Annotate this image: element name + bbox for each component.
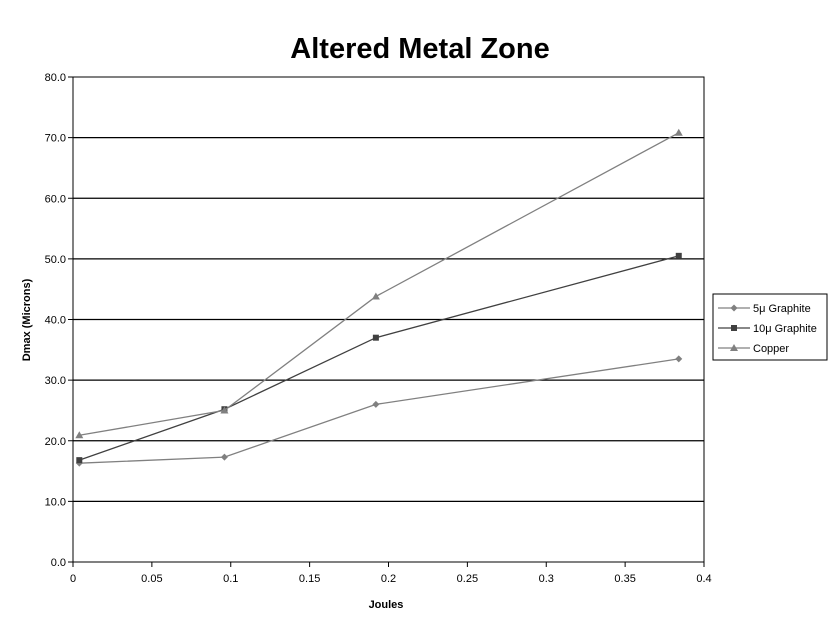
data-point: [75, 431, 84, 439]
legend-item: 10μ Graphite: [718, 323, 817, 335]
y-tick-label: 10.0: [45, 496, 66, 508]
data-point: [372, 334, 379, 341]
legend-marker: [730, 344, 738, 351]
gridlines: [73, 137, 704, 502]
legend-label: Copper: [753, 343, 789, 355]
series-layer: [75, 128, 683, 467]
y-tick-label: 70.0: [45, 133, 66, 145]
x-tick-label: 0.15: [299, 573, 320, 585]
series-0: [75, 355, 683, 467]
x-tick-label: 0.25: [457, 573, 478, 585]
data-point: [220, 453, 228, 461]
x-tick-label: 0.35: [614, 573, 635, 585]
data-point: [371, 292, 380, 300]
legend-item: 5μ Graphite: [718, 303, 811, 315]
y-tick-label: 20.0: [45, 436, 66, 448]
legend: 5μ Graphite 10μ Graphite Copper: [712, 293, 828, 361]
y-tick-label: 60.0: [45, 193, 66, 205]
y-tick-label: 0.0: [51, 557, 66, 569]
series-line: [79, 255, 679, 461]
series-line: [79, 358, 679, 464]
legend-marker: [730, 304, 738, 312]
axis-ticks: 0.0 10.0 20.0 30.0 40.0 50.0 60.0 70.0 80.0 0 0.05…: [45, 72, 712, 585]
data-point: [674, 128, 683, 136]
x-tick-label: 0.3: [539, 573, 554, 585]
y-tick-label: 30.0: [45, 375, 66, 387]
y-axis-title: Dmax (Microns): [21, 278, 33, 361]
legend-marker: [731, 325, 737, 331]
series-2: [75, 128, 683, 439]
chart-title: Altered Metal Zone: [290, 33, 549, 65]
data-point: [372, 400, 380, 408]
data-point: [220, 406, 229, 414]
legend-label: 5μ Graphite: [753, 303, 811, 315]
x-tick-label: 0.2: [381, 573, 396, 585]
legend-item: Copper: [718, 343, 789, 355]
legend-label: 10μ Graphite: [753, 323, 817, 335]
x-tick-label: 0.4: [696, 573, 711, 585]
series-1: [76, 252, 682, 464]
y-tick-label: 50.0: [45, 254, 66, 266]
data-point: [675, 252, 682, 259]
y-tick-label: 40.0: [45, 315, 66, 327]
x-axis-title: Joules: [369, 599, 404, 611]
x-tick-label: 0.1: [223, 573, 238, 585]
x-tick-label: 0: [70, 573, 76, 585]
data-point: [675, 355, 683, 363]
data-point: [76, 457, 83, 464]
series-line: [79, 132, 680, 436]
y-tick-label: 80.0: [45, 72, 66, 84]
x-tick-label: 0.05: [141, 573, 162, 585]
